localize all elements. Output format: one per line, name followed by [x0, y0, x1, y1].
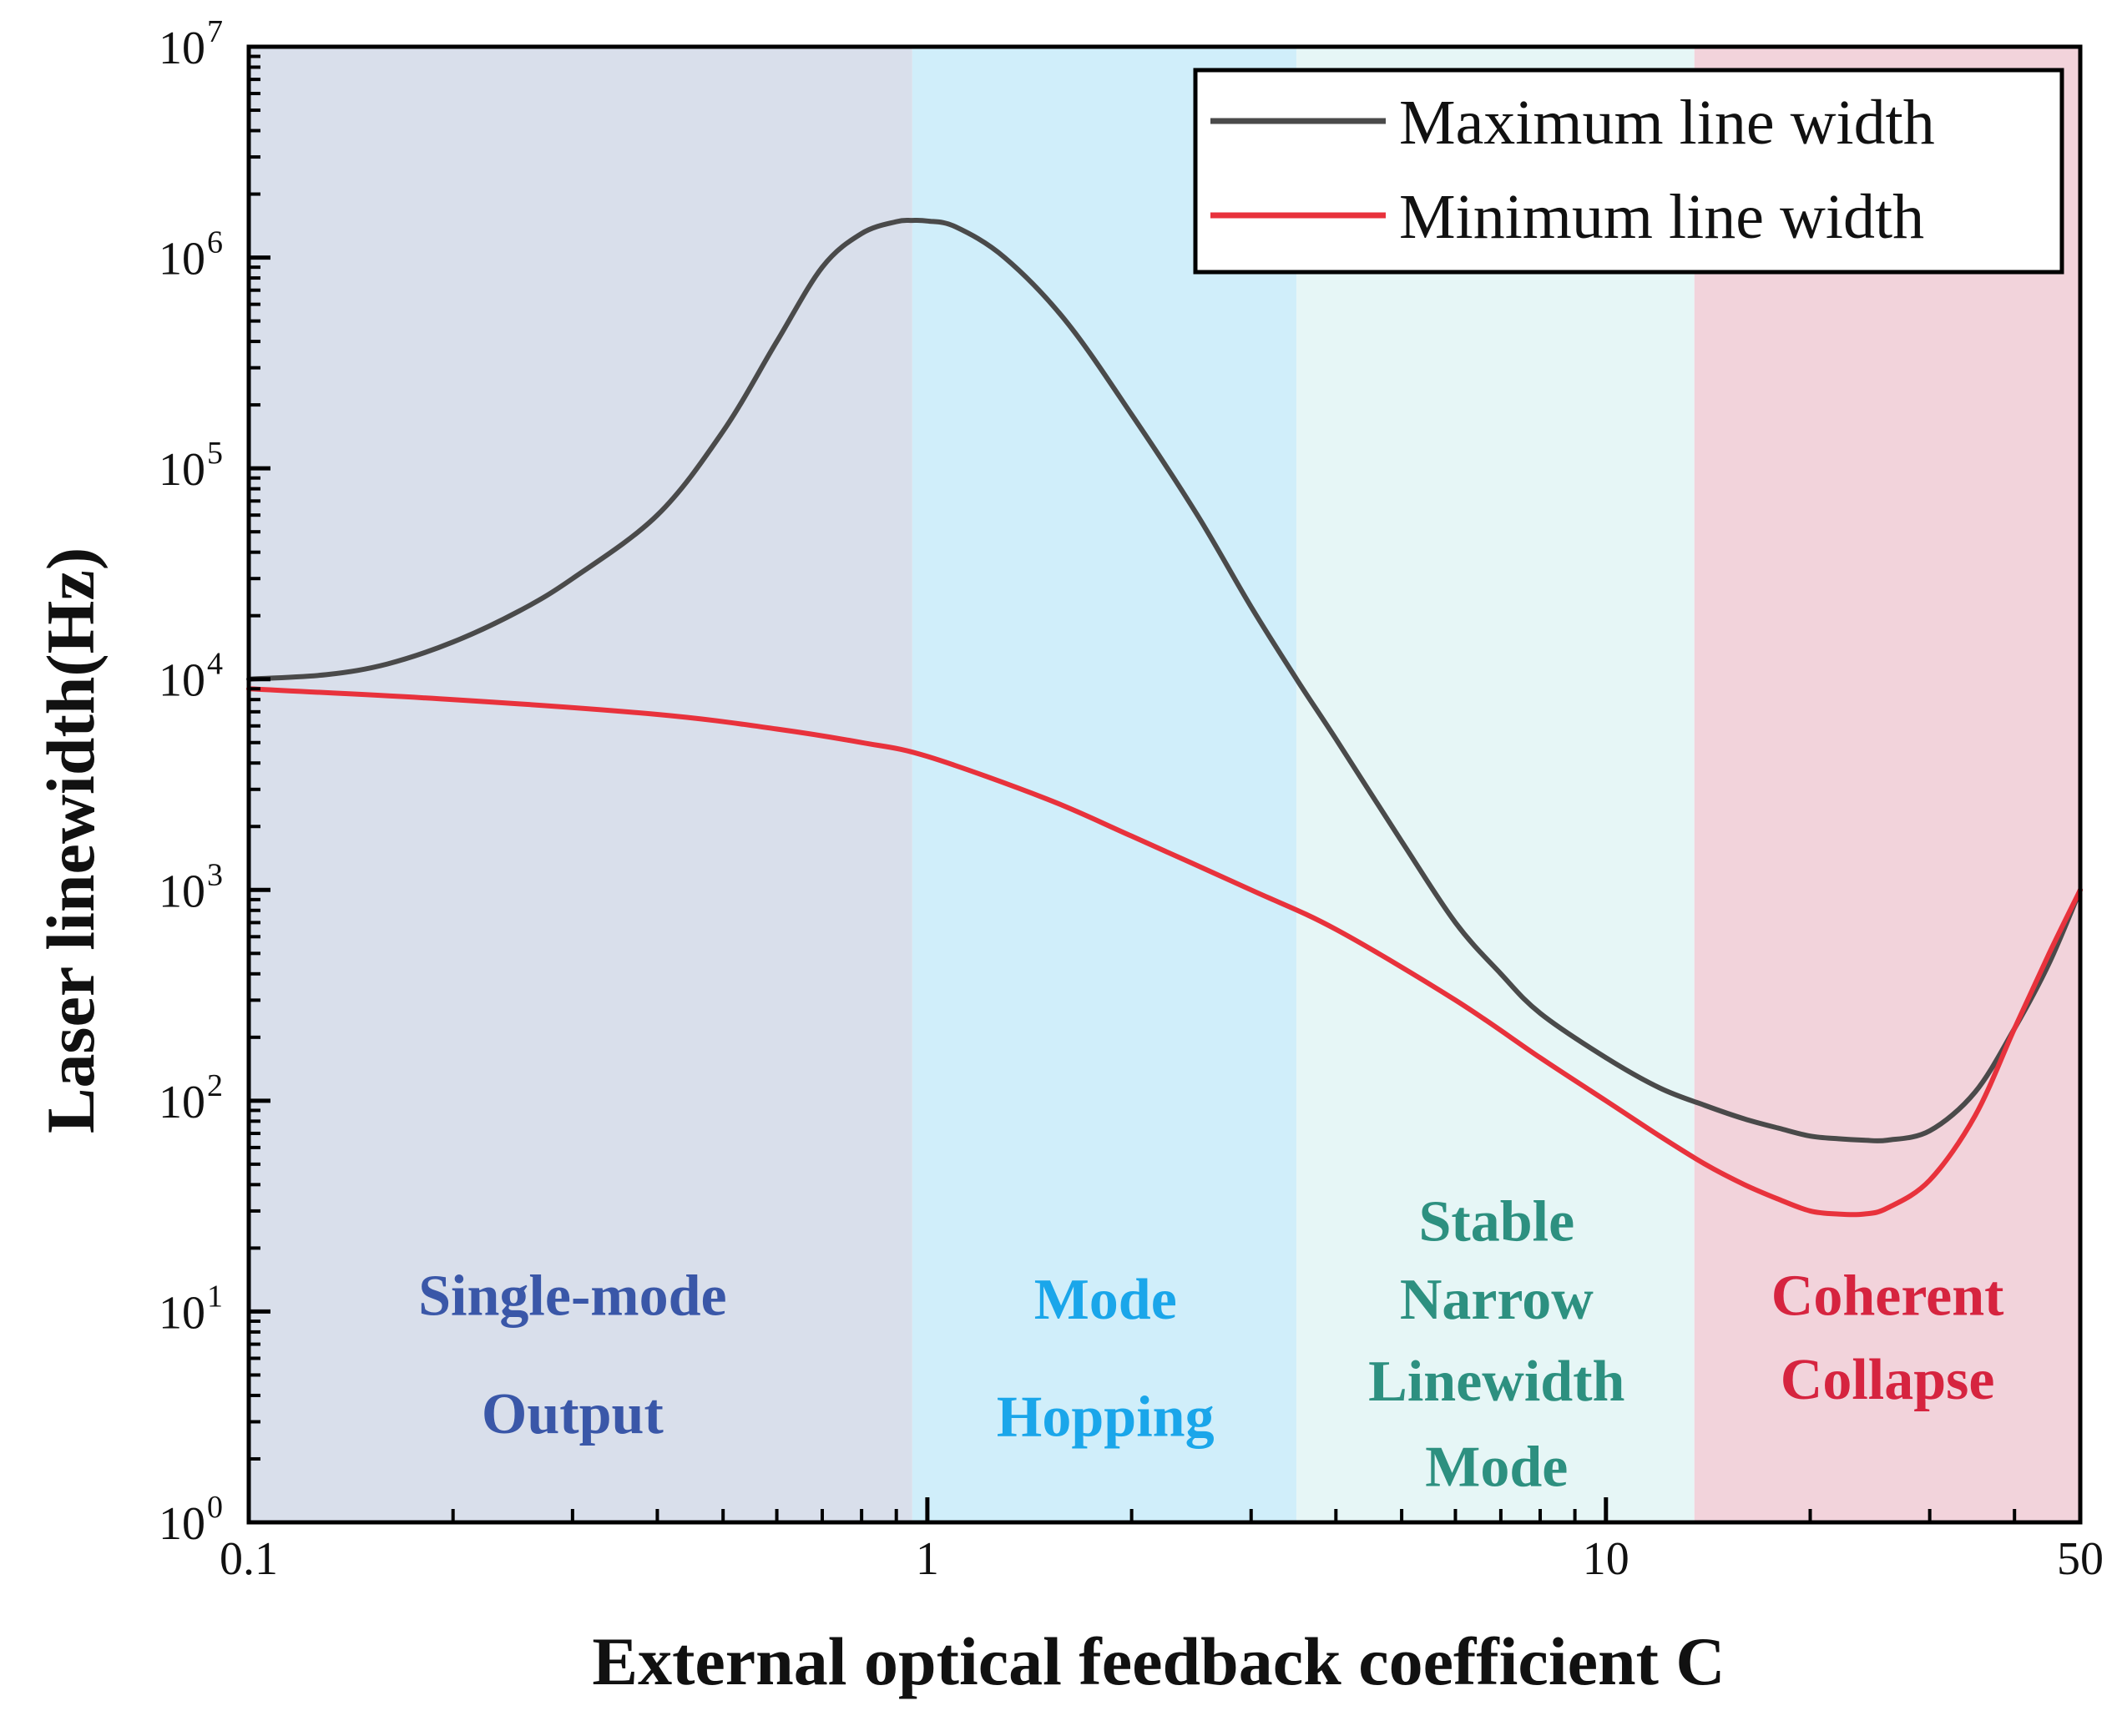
region-label-stable-narrow: Narrow	[1400, 1268, 1594, 1332]
region-label-mode-hopping: Mode	[1034, 1268, 1177, 1332]
x-tick-label: 1	[916, 1533, 939, 1585]
y-tick-label-exponent: 2	[207, 1068, 223, 1103]
y-tick-label: 10	[159, 865, 205, 917]
y-tick-label: 10	[159, 655, 205, 707]
region-coherent-collapse	[1694, 47, 2080, 1522]
legend-box	[1193, 68, 2064, 275]
x-axis-title: External optical feedback coefficient C	[592, 1623, 1725, 1699]
x-tick-label: 50	[2057, 1533, 2104, 1585]
x-tick-label: 0.1	[220, 1533, 278, 1585]
plot-frame	[246, 44, 2083, 1525]
x-tick-label: 10	[1583, 1533, 1629, 1585]
region-labels: Single-mode Output Mode Hopping Stable Narrow…	[418, 1189, 2003, 1499]
y-tick-label-exponent: 1	[207, 1279, 223, 1314]
y-tick-label-exponent: 4	[207, 647, 223, 682]
y-tick-label: 10	[159, 23, 205, 74]
region-label-single-mode: Single-mode	[418, 1264, 726, 1328]
series-line-maximum-line-width	[246, 217, 2083, 1144]
region-label-coherent-collapse: Collapse	[1781, 1348, 1995, 1412]
y-tick-label-exponent: 5	[207, 436, 223, 471]
region-label-stable-narrow: Stable	[1418, 1189, 1574, 1254]
axes	[246, 44, 2083, 1525]
y-tick-label-exponent: 7	[207, 14, 223, 49]
background-regions	[249, 47, 2080, 1522]
y-tick-label: 10	[159, 234, 205, 285]
region-label-coherent-collapse: Coherent	[1771, 1264, 2004, 1328]
y-tick-label: 10	[159, 444, 205, 496]
region-mode-hopping	[912, 47, 1297, 1522]
region-label-stable-narrow: Linewidth	[1368, 1350, 1624, 1414]
region-label-mode-hopping: Hopping	[997, 1385, 1215, 1449]
region-label-single-mode: Output	[482, 1382, 664, 1446]
y-axis-title: Laser linewidth(Hz)	[33, 548, 109, 1133]
region-label-stable-narrow: Mode	[1425, 1436, 1568, 1500]
y-tick-label: 10	[159, 1077, 205, 1128]
series-lines	[246, 217, 2083, 1218]
y-tick-label-exponent: 0	[207, 1490, 223, 1525]
legend-label-minimum-line-width: Minimum line width	[1399, 182, 1924, 252]
region-single-mode	[249, 47, 912, 1522]
series-line-minimum-line-width	[246, 686, 2083, 1218]
y-tick-label: 10	[159, 1498, 205, 1550]
legend-label-maximum-line-width: Maximum line width	[1399, 88, 1935, 158]
y-tick-label-exponent: 3	[207, 857, 223, 892]
y-tick-label-exponent: 6	[207, 225, 223, 260]
y-tick-label: 10	[159, 1287, 205, 1339]
legend: Maximum line width Minimum line width	[1193, 68, 2064, 275]
